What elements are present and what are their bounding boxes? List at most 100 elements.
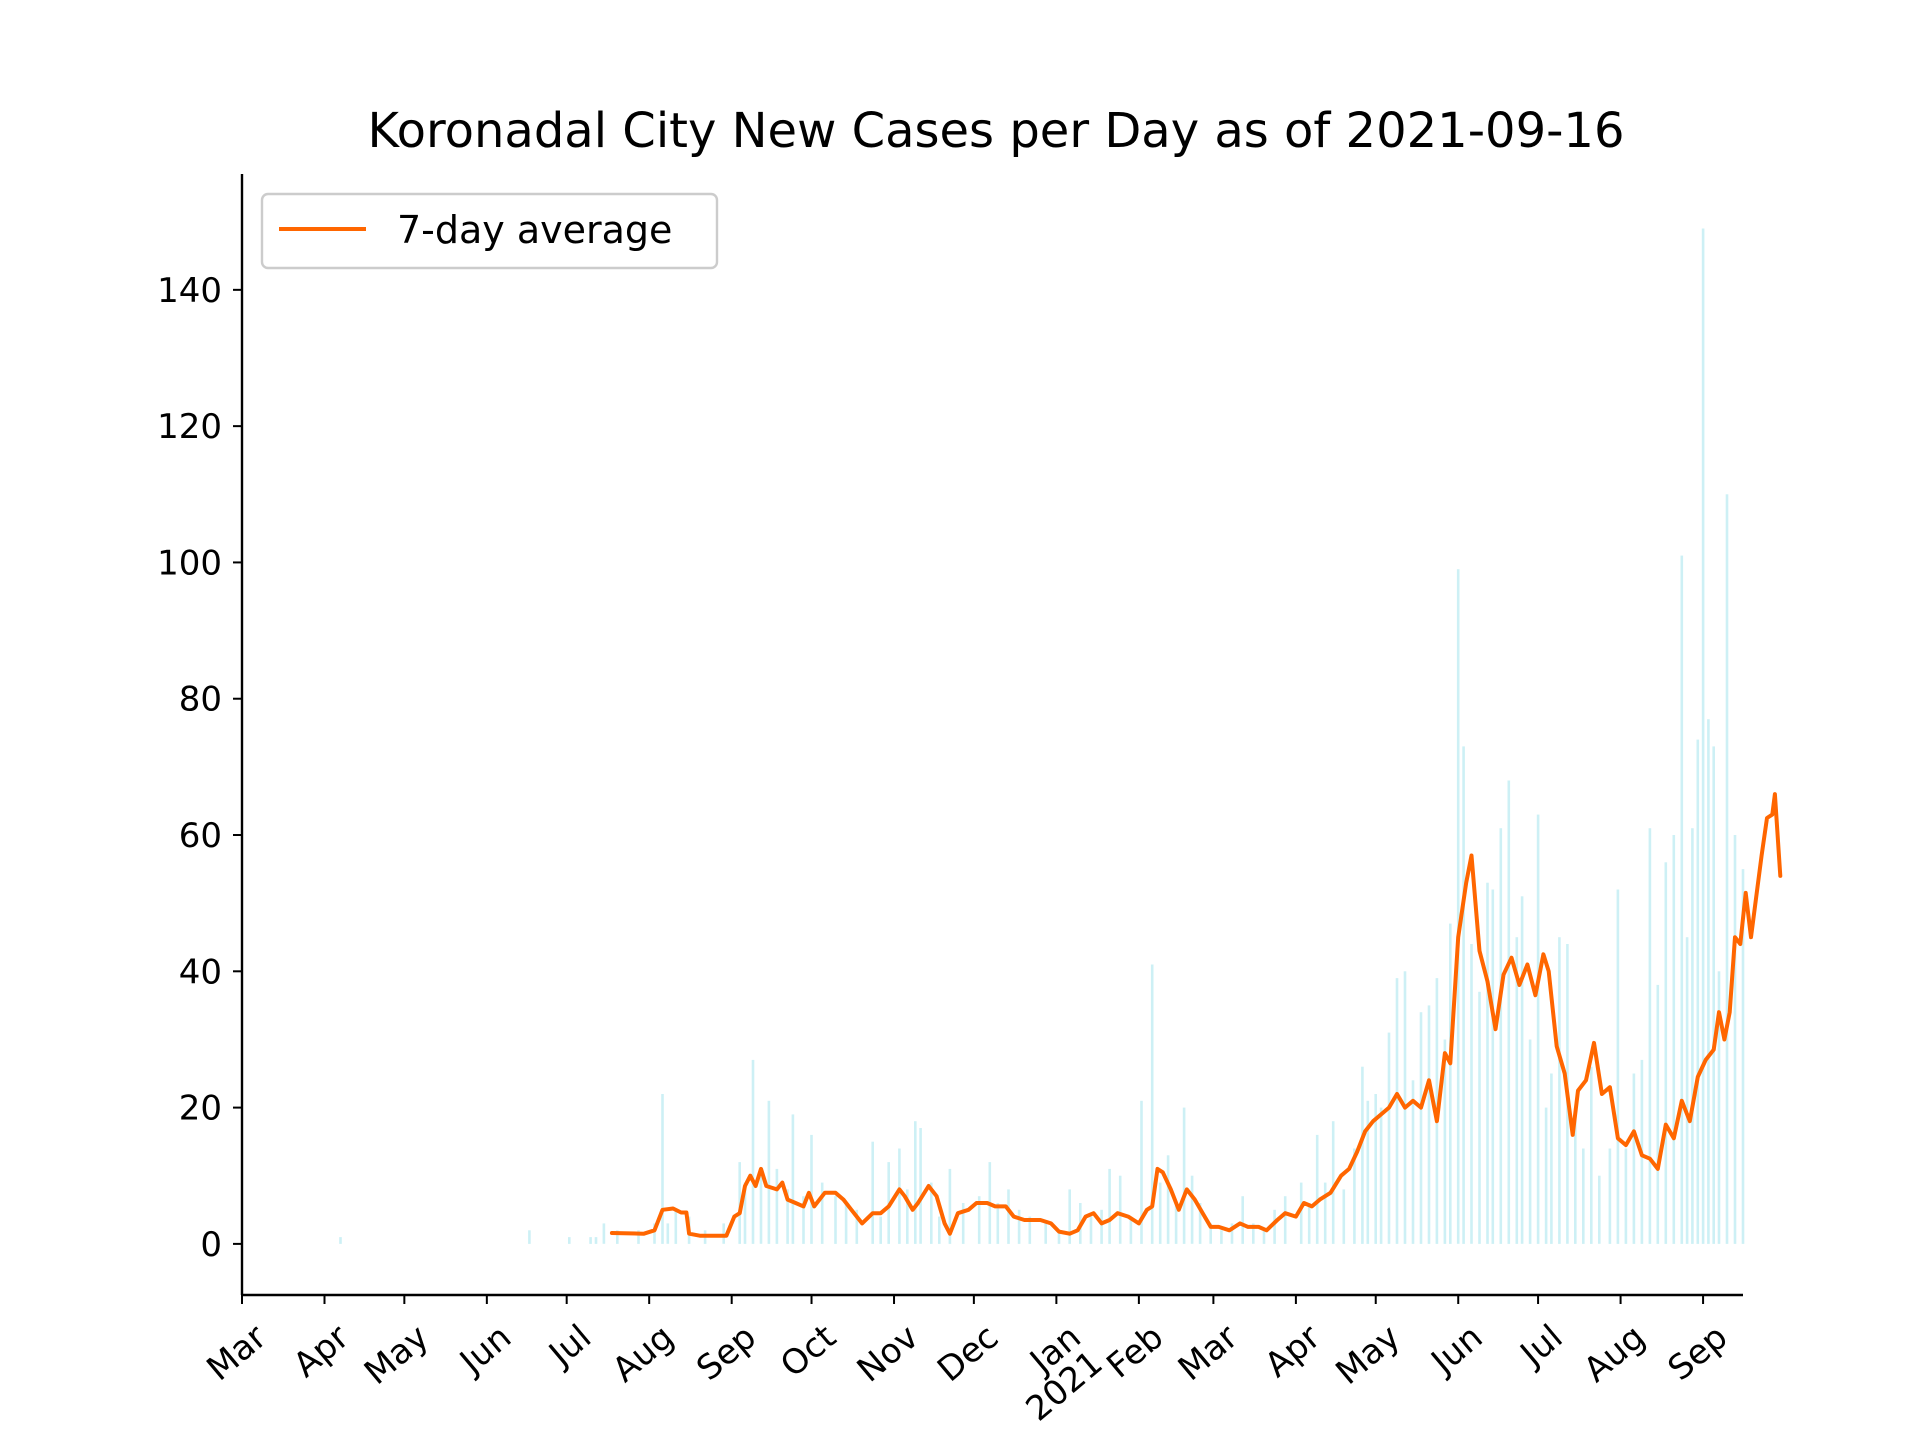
- case-bar: [1486, 882, 1489, 1244]
- seven-day-average-line: [609, 792, 1783, 1238]
- case-bar: [759, 1175, 763, 1244]
- case-bar: [767, 1100, 771, 1244]
- case-bar: [1478, 991, 1481, 1244]
- case-bar: [751, 1059, 755, 1244]
- case-bar: [996, 1203, 1000, 1244]
- x-tick-label: Feb: [1099, 1317, 1171, 1386]
- case-bar: [589, 1237, 592, 1244]
- x-tick-label: Apr: [286, 1317, 357, 1385]
- case-bar: [1283, 1196, 1287, 1244]
- case-bar: [1672, 835, 1676, 1244]
- x-tick-label: Jun: [451, 1317, 519, 1383]
- x-tick-label: Jan2021: [997, 1317, 1111, 1429]
- case-bar: [855, 1209, 859, 1244]
- case-bar: [568, 1237, 571, 1244]
- case-bar: [844, 1203, 848, 1244]
- case-bar: [1696, 739, 1700, 1244]
- case-bar: [1158, 1182, 1162, 1244]
- case-bar: [791, 1114, 795, 1244]
- x-tick-label: Sep: [1661, 1317, 1736, 1389]
- case-bar: [1656, 984, 1660, 1244]
- case-bar: [1323, 1182, 1327, 1244]
- case-bar: [1462, 746, 1465, 1244]
- case-bar: [1220, 1230, 1223, 1244]
- case-bar: [1100, 1209, 1103, 1244]
- case-bar: [1499, 828, 1503, 1244]
- x-tick-label: Nov: [850, 1317, 927, 1390]
- case-bar: [1129, 1216, 1133, 1244]
- case-bar: [1443, 1039, 1447, 1244]
- case-bar: [1182, 1107, 1186, 1244]
- y-ticks: 0 20 40 60 80 100 120 140: [157, 271, 242, 1265]
- case-bar: [1379, 1107, 1383, 1244]
- case-bar: [1624, 1148, 1628, 1244]
- x-tick-label: Jun: [1423, 1317, 1491, 1383]
- case-bar: [1017, 1209, 1021, 1244]
- y-tick-label: 0: [200, 1225, 222, 1265]
- case-bar: [977, 1196, 981, 1244]
- x-tick-label: Mar: [1171, 1317, 1246, 1389]
- case-bar: [1648, 828, 1652, 1244]
- y-tick-label: 100: [157, 543, 222, 583]
- case-bar: [661, 1094, 664, 1244]
- case-bar: [743, 1182, 747, 1244]
- case-bar: [1252, 1223, 1255, 1244]
- case-bar: [1717, 971, 1721, 1244]
- case-bar: [1691, 828, 1694, 1244]
- case-bar: [1598, 1175, 1601, 1244]
- line-series: [609, 792, 1783, 1238]
- case-bar: [1733, 835, 1737, 1244]
- x-tick-label: May: [1328, 1317, 1408, 1393]
- case-bar: [1470, 944, 1473, 1244]
- case-bar: [1068, 1189, 1071, 1244]
- case-bar: [1374, 1094, 1377, 1244]
- case-bar: [1140, 1100, 1143, 1244]
- y-tick-label: 80: [179, 680, 222, 720]
- x-tick-label: Oct: [773, 1317, 844, 1385]
- case-bar: [1419, 1012, 1423, 1244]
- x-tick-label: Jul: [540, 1317, 599, 1375]
- case-bar: [1491, 889, 1495, 1244]
- x-tick-label: Mar: [199, 1317, 274, 1389]
- case-bar: [1273, 1209, 1276, 1244]
- case-bar: [602, 1223, 606, 1244]
- y-tick-label: 140: [157, 271, 222, 311]
- case-bar: [594, 1237, 598, 1244]
- case-bar: [1515, 937, 1519, 1244]
- case-bar: [1190, 1175, 1194, 1244]
- case-bar: [1520, 896, 1524, 1244]
- case-bar: [1395, 978, 1399, 1244]
- case-bar: [1528, 1039, 1532, 1244]
- legend-label: 7-day average: [397, 208, 672, 252]
- case-bar: [339, 1237, 342, 1244]
- case-bar: [1361, 1066, 1364, 1244]
- case-bar: [1262, 1230, 1266, 1244]
- case-bar: [1701, 228, 1705, 1244]
- case-bar: [1664, 862, 1668, 1244]
- case-bar: [1108, 1168, 1111, 1244]
- y-tick-label: 120: [157, 407, 222, 447]
- case-bar: [1536, 814, 1540, 1244]
- case-bar: [1028, 1216, 1032, 1244]
- case-bar: [1044, 1223, 1047, 1244]
- case-bar: [1366, 1100, 1370, 1244]
- case-bar: [1707, 719, 1710, 1244]
- case-bar: [834, 1196, 837, 1244]
- case-bar: [1616, 889, 1620, 1244]
- case-bar: [722, 1223, 725, 1244]
- case-bar: [948, 1168, 952, 1244]
- legend-box: [260, 192, 719, 270]
- case-bar: [1166, 1155, 1170, 1244]
- case-bar: [871, 1141, 874, 1244]
- case-bar: [1632, 1073, 1636, 1244]
- case-bar: [919, 1128, 922, 1244]
- case-bar: [666, 1223, 670, 1244]
- case-bar: [1582, 1148, 1585, 1244]
- x-tick-label: Aug: [1576, 1317, 1653, 1390]
- y-tick-label: 20: [179, 1089, 222, 1129]
- case-bar: [1007, 1189, 1010, 1244]
- chart-title: Koronadal City New Cases per Day as of 2…: [367, 103, 1624, 159]
- case-bar: [802, 1196, 805, 1244]
- case-bar: [1550, 1073, 1553, 1244]
